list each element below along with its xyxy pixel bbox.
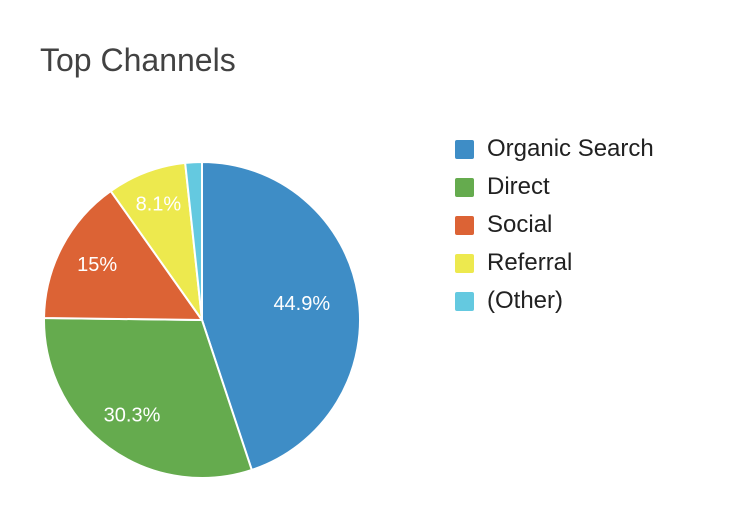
legend-swatch-social	[455, 215, 474, 235]
legend-item-organic-search: Organic Search	[455, 130, 654, 168]
legend-item-other: (Other)	[455, 282, 654, 320]
legend-swatch-other	[455, 291, 474, 311]
legend-label: (Other)	[487, 287, 564, 314]
legend-label: Social	[487, 211, 553, 238]
slice-label-direct: 30.3%	[104, 405, 161, 427]
pie-slice-direct[interactable]	[43, 317, 253, 479]
chart-legend: Organic Search Direct Social Referral (Other…	[455, 130, 654, 320]
slice-label-social: 15%	[77, 254, 117, 276]
pie-slice-organic-search[interactable]	[201, 161, 362, 471]
legend-label: Organic Search	[487, 135, 654, 162]
legend-item-social: Social	[455, 206, 654, 244]
slice-label-organic-search: 44.9%	[273, 293, 330, 315]
slice-label-referral: 8.1%	[136, 194, 182, 216]
chart-title: Top Channels	[40, 42, 236, 78]
pie-slice-social[interactable]	[43, 190, 203, 321]
legend-swatch-direct	[455, 177, 474, 197]
legend-label: Direct	[487, 173, 550, 200]
pie-slice-other[interactable]	[184, 161, 203, 321]
legend-label: Referral	[487, 249, 573, 276]
legend-item-referral: Referral	[455, 244, 654, 282]
legend-item-direct: Direct	[455, 168, 654, 206]
legend-swatch-organic-search	[455, 139, 474, 159]
legend-swatch-referral	[455, 253, 474, 273]
